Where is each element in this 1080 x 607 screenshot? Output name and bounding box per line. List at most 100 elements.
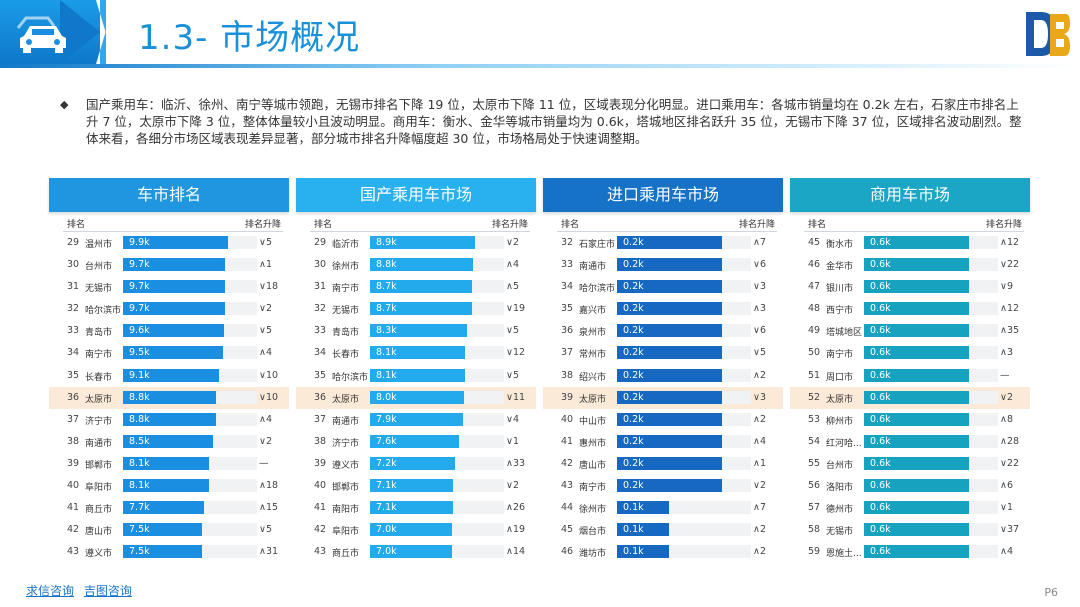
table-row[interactable]: 56 洛阳市 0.6k ∧6: [790, 475, 1030, 497]
rank-change: ∨1: [1000, 502, 1013, 514]
table-row[interactable]: 43 遵义市 7.5k ∧31: [49, 541, 289, 563]
table-row[interactable]: 36 太原市 8.0k ∨11: [296, 386, 536, 409]
city-name: 南通市: [579, 262, 607, 273]
table-row[interactable]: 53 柳州市 0.6k ∧8: [790, 409, 1030, 431]
table-row[interactable]: 33 青岛市 9.6k ∨5: [49, 320, 289, 342]
column-header: 排名 排名升降: [543, 214, 783, 232]
column-header-rank: 排名: [808, 220, 827, 230]
table-row[interactable]: 33 南通市 0.2k ∨6: [543, 254, 783, 276]
value-bar: 0.2k: [617, 434, 722, 448]
value-bar: 0.6k: [864, 236, 969, 249]
table-row[interactable]: 41 惠州市 0.2k ∧4: [543, 431, 783, 453]
column-header-divider: [557, 231, 777, 232]
table-row[interactable]: 55 台州市 0.6k ∨22: [790, 453, 1030, 475]
table-row[interactable]: 38 绍兴市 0.2k ∧2: [543, 365, 783, 387]
table-row[interactable]: 33 青岛市 8.3k ∨5: [296, 320, 536, 342]
table-row[interactable]: 37 常州市 0.2k ∨5: [543, 342, 783, 364]
value-bar: 8.8k: [123, 412, 216, 426]
table-row[interactable]: 35 长春市 9.1k ∨10: [49, 365, 289, 387]
table-row[interactable]: 42 唐山市 7.5k ∨5: [49, 519, 289, 541]
value-bar: 0.6k: [864, 324, 969, 338]
table-row[interactable]: 34 哈尔滨市 0.2k ∨3: [543, 276, 783, 298]
value-bar: 0.6k: [864, 258, 969, 272]
city-name: 太原市: [85, 394, 113, 405]
table-row[interactable]: 42 唐山市 0.2k ∧1: [543, 453, 783, 475]
table-row[interactable]: 41 商丘市 7.7k ∧15: [49, 497, 289, 519]
sales-value: 7.1k: [376, 502, 397, 514]
table-row[interactable]: 36 太原市 8.8k ∨10: [49, 386, 289, 409]
table-row[interactable]: 40 中山市 0.2k ∧2: [543, 409, 783, 431]
rank-number: 46: [561, 546, 574, 558]
table-row[interactable]: 52 太原市 0.6k ∨2: [790, 386, 1030, 409]
table-row[interactable]: 46 潍坊市 0.1k ∧2: [543, 541, 783, 563]
bar-track: 9.7k: [123, 280, 257, 294]
table-row[interactable]: 30 徐州市 8.8k ∧4: [296, 254, 536, 276]
table-row[interactable]: 30 台州市 9.7k ∧1: [49, 254, 289, 276]
table-row[interactable]: 32 石家庄市 0.2k ∧7: [543, 232, 783, 254]
table-row[interactable]: 31 南宁市 8.7k ∧5: [296, 276, 536, 298]
table-row[interactable]: 37 济宁市 8.8k ∧4: [49, 409, 289, 431]
table-row[interactable]: 29 临沂市 8.9k ∨2: [296, 232, 536, 254]
rank-number: 44: [561, 502, 574, 514]
table-row[interactable]: 58 无锡市 0.6k ∨37: [790, 519, 1030, 541]
table-row[interactable]: 54 红河哈... 0.6k ∧28: [790, 431, 1030, 453]
bar-track: 0.2k: [617, 258, 751, 272]
table-row[interactable]: 45 衡水市 0.6k ∧12: [790, 232, 1030, 254]
rank-number: 48: [808, 303, 821, 315]
table-row[interactable]: 40 邯郸市 7.1k ∨2: [296, 475, 536, 497]
city-name: 台州市: [826, 460, 854, 471]
bar-track: 8.1k: [370, 346, 504, 360]
footer-link-2[interactable]: 吉图咨询: [83, 584, 132, 598]
table-row[interactable]: 43 南宁市 0.2k ∨2: [543, 475, 783, 497]
table-row[interactable]: 32 哈尔滨市 9.7k ∨2: [49, 298, 289, 320]
table-row[interactable]: 38 南通市 8.5k ∨2: [49, 431, 289, 453]
city-name: 遵义市: [85, 549, 113, 560]
table-row[interactable]: 31 无锡市 9.7k ∨18: [49, 276, 289, 298]
sales-value: 8.1k: [376, 369, 397, 381]
table-row[interactable]: 43 商丘市 7.0k ∧14: [296, 541, 536, 563]
value-bar: 0.6k: [864, 280, 969, 294]
bar-track: 0.1k: [617, 545, 751, 559]
table-row[interactable]: 42 阜阳市 7.0k ∧19: [296, 519, 536, 541]
table-row[interactable]: 51 周口市 0.6k —: [790, 365, 1030, 387]
city-name: 西宁市: [826, 306, 854, 317]
table-row[interactable]: 35 哈尔滨市 8.1k ∨5: [296, 365, 536, 387]
table-row[interactable]: 35 嘉兴市 0.2k ∧3: [543, 298, 783, 320]
table-row[interactable]: 32 无锡市 8.7k ∨19: [296, 298, 536, 320]
sales-value: 0.6k: [870, 457, 891, 469]
table-row[interactable]: 38 济宁市 7.6k ∨1: [296, 431, 536, 453]
rank-number: 37: [314, 413, 327, 425]
table-row[interactable]: 34 长春市 8.1k ∨12: [296, 342, 536, 364]
table-row[interactable]: 39 邯郸市 8.1k —: [49, 453, 289, 475]
bar-track: 8.8k: [123, 412, 257, 426]
table-row[interactable]: 50 南宁市 0.6k ∧3: [790, 342, 1030, 364]
table-row[interactable]: 39 太原市 0.2k ∨3: [543, 386, 783, 409]
table-row[interactable]: 44 徐州市 0.1k ∧7: [543, 497, 783, 519]
table-row[interactable]: 49 塔城地区 0.6k ∧35: [790, 320, 1030, 342]
rank-number: 40: [67, 480, 80, 492]
sales-value: 0.1k: [623, 502, 644, 514]
table-row[interactable]: 48 西宁市 0.6k ∧12: [790, 298, 1030, 320]
table-row[interactable]: 29 温州市 9.9k ∨5: [49, 232, 289, 254]
table-row[interactable]: 46 金华市 0.6k ∨22: [790, 254, 1030, 276]
rank-number: 38: [314, 435, 327, 447]
city-name: 阜阳市: [332, 527, 360, 538]
table-row[interactable]: 34 南宁市 9.5k ∧4: [49, 342, 289, 364]
table-row[interactable]: 59 恩施土... 0.6k ∧4: [790, 541, 1030, 563]
table-row[interactable]: 40 阜阳市 8.1k ∧18: [49, 475, 289, 497]
rank-change: ∧28: [1000, 435, 1020, 447]
column-header-change: 排名升降: [738, 220, 775, 230]
sales-value: 8.8k: [376, 259, 397, 271]
table-row[interactable]: 45 烟台市 0.1k ∧2: [543, 519, 783, 541]
footer-link-1[interactable]: 求信咨询: [26, 584, 75, 598]
table-row[interactable]: 37 南通市 7.9k ∨4: [296, 409, 536, 431]
bar-track: 9.7k: [123, 258, 257, 272]
bar-track: 7.1k: [370, 479, 504, 493]
table-row[interactable]: 57 德州市 0.6k ∨1: [790, 497, 1030, 519]
table-row[interactable]: 36 泉州市 0.2k ∨6: [543, 320, 783, 342]
city-name: 中山市: [579, 416, 607, 427]
table-row[interactable]: 39 遵义市 7.2k ∧33: [296, 453, 536, 475]
table-row[interactable]: 41 南阳市 7.1k ∧26: [296, 497, 536, 519]
rank-change: ∨5: [506, 325, 519, 337]
table-row[interactable]: 47 银川市 0.6k ∨9: [790, 276, 1030, 298]
